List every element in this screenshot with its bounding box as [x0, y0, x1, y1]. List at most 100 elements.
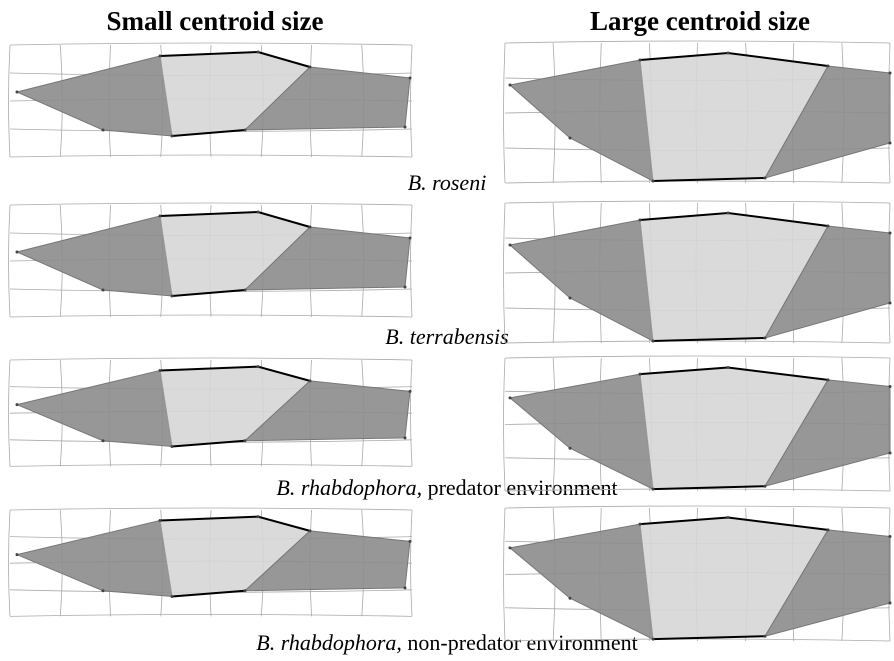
head-region: [17, 520, 172, 596]
landmark: [257, 365, 260, 368]
landmark: [257, 515, 260, 518]
head-region: [510, 60, 653, 181]
landmark: [309, 66, 312, 69]
landmark: [652, 180, 655, 183]
landmark: [16, 91, 19, 94]
landmark: [509, 84, 512, 87]
landmark: [639, 59, 642, 62]
landmark: [639, 373, 642, 376]
landmark: [309, 226, 312, 229]
grid-line: [9, 205, 11, 317]
landmark: [569, 597, 572, 600]
landmark: [889, 385, 892, 388]
landmark: [244, 289, 247, 292]
landmark: [889, 72, 892, 75]
landmark: [159, 55, 162, 58]
landmark: [244, 439, 247, 442]
landmark: [171, 295, 174, 298]
landmark: [764, 177, 767, 180]
row-caption: B. roseni: [408, 170, 487, 195]
species: B. rhabdophora,: [276, 475, 422, 500]
row-caption: B. rhabdophora, predator environment: [276, 475, 617, 500]
row-caption: B. terrabensis: [385, 324, 508, 349]
landmark: [764, 635, 767, 638]
landmark: [509, 396, 512, 399]
landmark: [889, 602, 892, 605]
landmark: [404, 436, 407, 439]
landmark: [244, 129, 247, 132]
landmark: [889, 232, 892, 235]
grid-line: [10, 43, 412, 45]
landmark: [309, 379, 312, 382]
grid-line: [9, 360, 11, 466]
head-region: [510, 220, 653, 341]
landmark: [889, 302, 892, 305]
grid-line: [10, 203, 412, 205]
deformation-panel: [504, 356, 892, 491]
landmark: [652, 488, 655, 491]
row-caption: B. rhabdophora, non-predator environment: [256, 630, 637, 655]
landmark: [509, 546, 512, 549]
landmark: [727, 52, 730, 55]
landmark: [102, 289, 105, 292]
landmark: [257, 211, 260, 214]
environment: non-predator environment: [407, 630, 637, 655]
column-header: Large centroid size: [590, 6, 810, 36]
landmark: [16, 251, 19, 254]
landmark: [639, 523, 642, 526]
landmark: [652, 638, 655, 641]
grid-line: [10, 508, 412, 510]
landmark: [727, 516, 730, 519]
landmark: [569, 447, 572, 450]
grid-line: [504, 43, 506, 183]
landmark: [569, 137, 572, 140]
landmark: [652, 340, 655, 343]
landmark: [309, 529, 312, 532]
species: B. rhabdophora,: [256, 630, 402, 655]
deformation-panel: [9, 203, 413, 317]
landmark: [764, 485, 767, 488]
landmark: [404, 286, 407, 289]
head-region: [510, 374, 653, 489]
head-region: [17, 216, 172, 296]
grid-line: [505, 201, 890, 203]
landmark: [404, 586, 407, 589]
landmark: [727, 212, 730, 215]
landmark: [639, 219, 642, 222]
grid-line: [505, 506, 890, 508]
grid-line: [504, 508, 506, 641]
landmark: [171, 595, 174, 598]
landmark: [102, 439, 105, 442]
deformation-panel: [9, 358, 413, 466]
landmark: [159, 369, 162, 372]
landmark: [889, 535, 892, 538]
species: B. terrabensis: [385, 324, 508, 349]
species: B. roseni: [408, 170, 487, 195]
landmark: [509, 244, 512, 247]
figure: Small centroid size Large centroid size …: [0, 0, 894, 661]
grid-line: [505, 356, 890, 358]
grid-line: [504, 358, 506, 491]
head-region: [17, 370, 172, 446]
head-region: [17, 56, 172, 136]
grid-line: [9, 510, 11, 616]
deformation-panel: [9, 43, 413, 157]
landmark: [409, 237, 412, 240]
landmark: [16, 403, 19, 406]
grid-line: [9, 45, 11, 157]
landmark: [171, 445, 174, 448]
landmark: [257, 51, 260, 54]
column-header: Small centroid size: [107, 6, 324, 36]
page: Small centroid size Large centroid size …: [0, 0, 894, 661]
landmark: [827, 65, 830, 68]
landmark: [409, 390, 412, 393]
environment: predator environment: [428, 475, 618, 500]
grid-line: [505, 41, 890, 43]
landmark: [409, 77, 412, 80]
landmark: [244, 589, 247, 592]
head-region: [510, 524, 653, 639]
landmark: [102, 589, 105, 592]
deformation-panel: [504, 41, 892, 183]
landmark: [16, 553, 19, 556]
landmark: [727, 366, 730, 369]
